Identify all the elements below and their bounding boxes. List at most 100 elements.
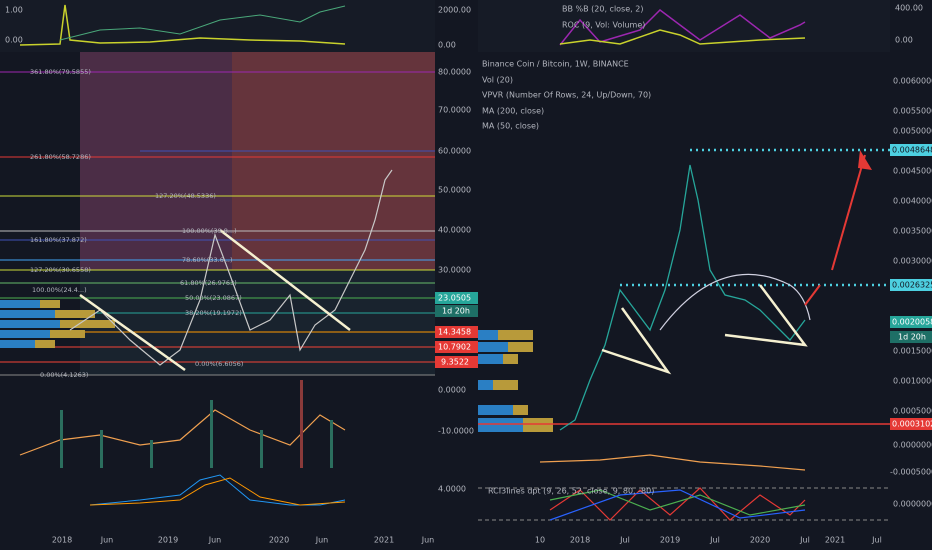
- volume-bar: [100, 430, 103, 468]
- axis-label: 0.0000000: [893, 500, 932, 509]
- time-label: 2020: [750, 536, 770, 545]
- fib-label: 38.20%(19.1972): [185, 309, 242, 317]
- vp-bar: [0, 320, 60, 328]
- time-label: 2020: [269, 536, 289, 545]
- fib-lines: [0, 71, 435, 376]
- vp-bar: [55, 310, 95, 318]
- trendline: [79, 293, 186, 372]
- time-label: Jun: [421, 536, 435, 545]
- time-label: 10: [535, 536, 545, 545]
- axis-label: 0.0045000: [893, 167, 932, 176]
- volume-bar: [300, 380, 303, 468]
- arrow-head: [858, 150, 872, 170]
- fib-label: 127.20%(30.6558): [30, 266, 91, 274]
- axis-label: 0.00: [438, 41, 456, 50]
- trendline: [219, 229, 351, 331]
- volume-ma: [19, 409, 346, 456]
- legend-text: BB %B (20, close, 2): [562, 5, 643, 14]
- volume-bar: [260, 430, 263, 468]
- volume-bar: [330, 420, 333, 468]
- rci-line: [549, 489, 806, 521]
- vp-bar: [0, 340, 35, 348]
- axis-label: -10.0000: [438, 427, 474, 436]
- badge-bg: [435, 341, 478, 353]
- axis-label: 60.0000: [438, 147, 471, 156]
- axis-label: 4.0000: [438, 485, 466, 494]
- indicator-pane: [0, 0, 435, 52]
- axis-label: 0.0005000: [893, 407, 932, 416]
- rci-line: [549, 487, 806, 521]
- axis-label: 0.00: [895, 36, 913, 45]
- right-panel: BB %B (20, close, 2) ROC (9, Vol: Volume…: [478, 0, 932, 545]
- axis-label: 0.0055000: [893, 107, 932, 116]
- badge-bg: [890, 144, 932, 156]
- fib-zone: [80, 52, 232, 270]
- badge-bg: [890, 279, 932, 291]
- fib-label: 161.80%(37.872): [30, 236, 87, 244]
- fib-zone: [232, 52, 435, 270]
- badge-bg: [435, 305, 478, 317]
- volume-bar: [60, 410, 63, 468]
- vp-bar: [508, 342, 533, 352]
- vp-bar: [478, 342, 508, 352]
- fib-label: 361.80%(79.5855): [30, 68, 91, 76]
- triangle: [724, 284, 808, 347]
- time-label: Jun: [315, 536, 329, 545]
- price-badge: 10.7902: [438, 343, 471, 352]
- axis-label: 0.0035000: [893, 227, 932, 236]
- axis-label: 2000.00: [438, 6, 471, 15]
- fib-label: 100.00%(39.8...): [182, 227, 237, 235]
- axis-label: 0.0040000: [893, 197, 932, 206]
- time-label: Jul: [871, 536, 882, 545]
- volume-bars: [60, 380, 333, 468]
- time-label: 2019: [660, 536, 680, 545]
- time-label: Jun: [208, 536, 222, 545]
- axis-label: 0.00: [5, 36, 23, 45]
- badge-bg: [890, 331, 932, 343]
- fib-zone: [80, 270, 435, 375]
- fib-label: 61.80%(26.9763): [180, 279, 237, 287]
- axis-label: 50.0000: [438, 186, 471, 195]
- roc-line: [559, 29, 806, 45]
- axis-label: 0.0060000: [893, 77, 932, 86]
- badge-bg: [890, 418, 932, 430]
- fib-label: 0.00%(6.6056): [195, 360, 243, 368]
- vp-bar: [478, 405, 513, 415]
- countdown-badge: 1d 20h: [442, 307, 470, 316]
- volume-profile: [478, 330, 553, 432]
- axis-label: 40.0000: [438, 226, 471, 235]
- ma-line: [659, 273, 811, 331]
- vp-bar: [513, 405, 528, 415]
- price-badge: 0.0020058: [892, 318, 932, 327]
- price-badge: 9.3522: [441, 358, 469, 367]
- bb-line: [559, 9, 806, 46]
- signal-line: [89, 477, 346, 506]
- price-badge: 14.3458: [438, 328, 471, 337]
- price-badge: 23.0505: [438, 294, 471, 303]
- time-label: Jul: [799, 536, 810, 545]
- fib-label: 100.00%(24.4...): [32, 286, 87, 294]
- indicator-line: [19, 4, 346, 46]
- fib-label: 261.80%(58.7286): [30, 153, 91, 161]
- triangle: [601, 307, 672, 375]
- vp-bar: [478, 418, 523, 432]
- vp-bar: [0, 310, 55, 318]
- arrow: [831, 154, 866, 271]
- vp-bar: [523, 418, 553, 432]
- time-label: Jun: [100, 536, 114, 545]
- price-badge: 0.0048648: [892, 146, 932, 155]
- macd-line: [89, 474, 346, 506]
- legend-text: VPVR (Number Of Rows, 24, Up/Down, 70): [482, 91, 651, 100]
- time-label: 2019: [158, 536, 178, 545]
- volume-bar: [150, 440, 153, 468]
- axis-label: 70.0000: [438, 106, 471, 115]
- time-label: 2018: [570, 536, 590, 545]
- axis-label: 0.0050000: [893, 127, 932, 136]
- vp-bar: [0, 330, 50, 338]
- countdown-badge: 1d 20h: [898, 333, 926, 342]
- time-label: Jul: [619, 536, 630, 545]
- time-label: 2021: [374, 536, 394, 545]
- volume-ma: [539, 454, 806, 471]
- vp-bar: [50, 330, 85, 338]
